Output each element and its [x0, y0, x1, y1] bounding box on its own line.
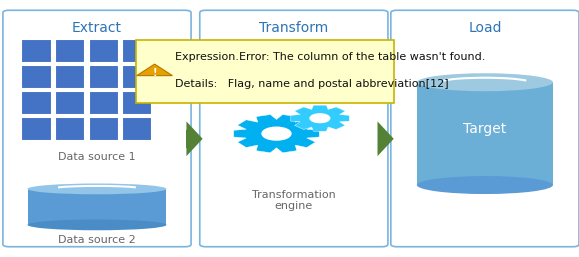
FancyBboxPatch shape	[3, 10, 191, 247]
Polygon shape	[186, 121, 203, 156]
Bar	[27, 189, 167, 225]
Circle shape	[262, 127, 291, 140]
Bar	[21, 91, 52, 115]
Bar	[21, 65, 52, 89]
Bar	[89, 91, 119, 115]
Text: Data source 1: Data source 1	[58, 152, 136, 162]
Polygon shape	[137, 64, 173, 76]
Bar	[55, 39, 85, 63]
Bar	[89, 65, 119, 89]
Text: Extract: Extract	[72, 21, 122, 35]
Bar	[21, 117, 52, 141]
Bar	[55, 117, 85, 141]
Polygon shape	[291, 105, 349, 131]
Text: Transformation
engine: Transformation engine	[252, 190, 336, 211]
Bar	[186, 130, 188, 148]
Circle shape	[310, 114, 330, 123]
Bar	[89, 117, 119, 141]
Bar	[417, 82, 553, 185]
Text: Expression.Error: The column of the table wasn't found.: Expression.Error: The column of the tabl…	[175, 52, 486, 62]
Ellipse shape	[27, 219, 166, 230]
Polygon shape	[378, 121, 394, 156]
Ellipse shape	[417, 176, 553, 194]
Polygon shape	[234, 115, 319, 153]
Bar	[122, 65, 152, 89]
FancyBboxPatch shape	[200, 10, 388, 247]
Text: !: !	[152, 68, 157, 78]
Ellipse shape	[417, 73, 553, 91]
Text: Target: Target	[463, 122, 507, 135]
Bar	[122, 39, 152, 63]
Bar	[378, 130, 385, 148]
Bar	[21, 39, 52, 63]
Text: Data source 2: Data source 2	[58, 235, 136, 245]
Bar	[55, 65, 85, 89]
Ellipse shape	[27, 183, 166, 194]
FancyBboxPatch shape	[136, 40, 394, 103]
Text: Load: Load	[468, 21, 501, 35]
FancyBboxPatch shape	[391, 10, 579, 247]
Bar	[89, 39, 119, 63]
Text: Details:   Flag, name and postal abbreviation[12]: Details: Flag, name and postal abbreviat…	[175, 79, 449, 89]
Bar	[122, 91, 152, 115]
Text: Transform: Transform	[259, 21, 328, 35]
Bar	[55, 91, 85, 115]
Bar	[122, 117, 152, 141]
